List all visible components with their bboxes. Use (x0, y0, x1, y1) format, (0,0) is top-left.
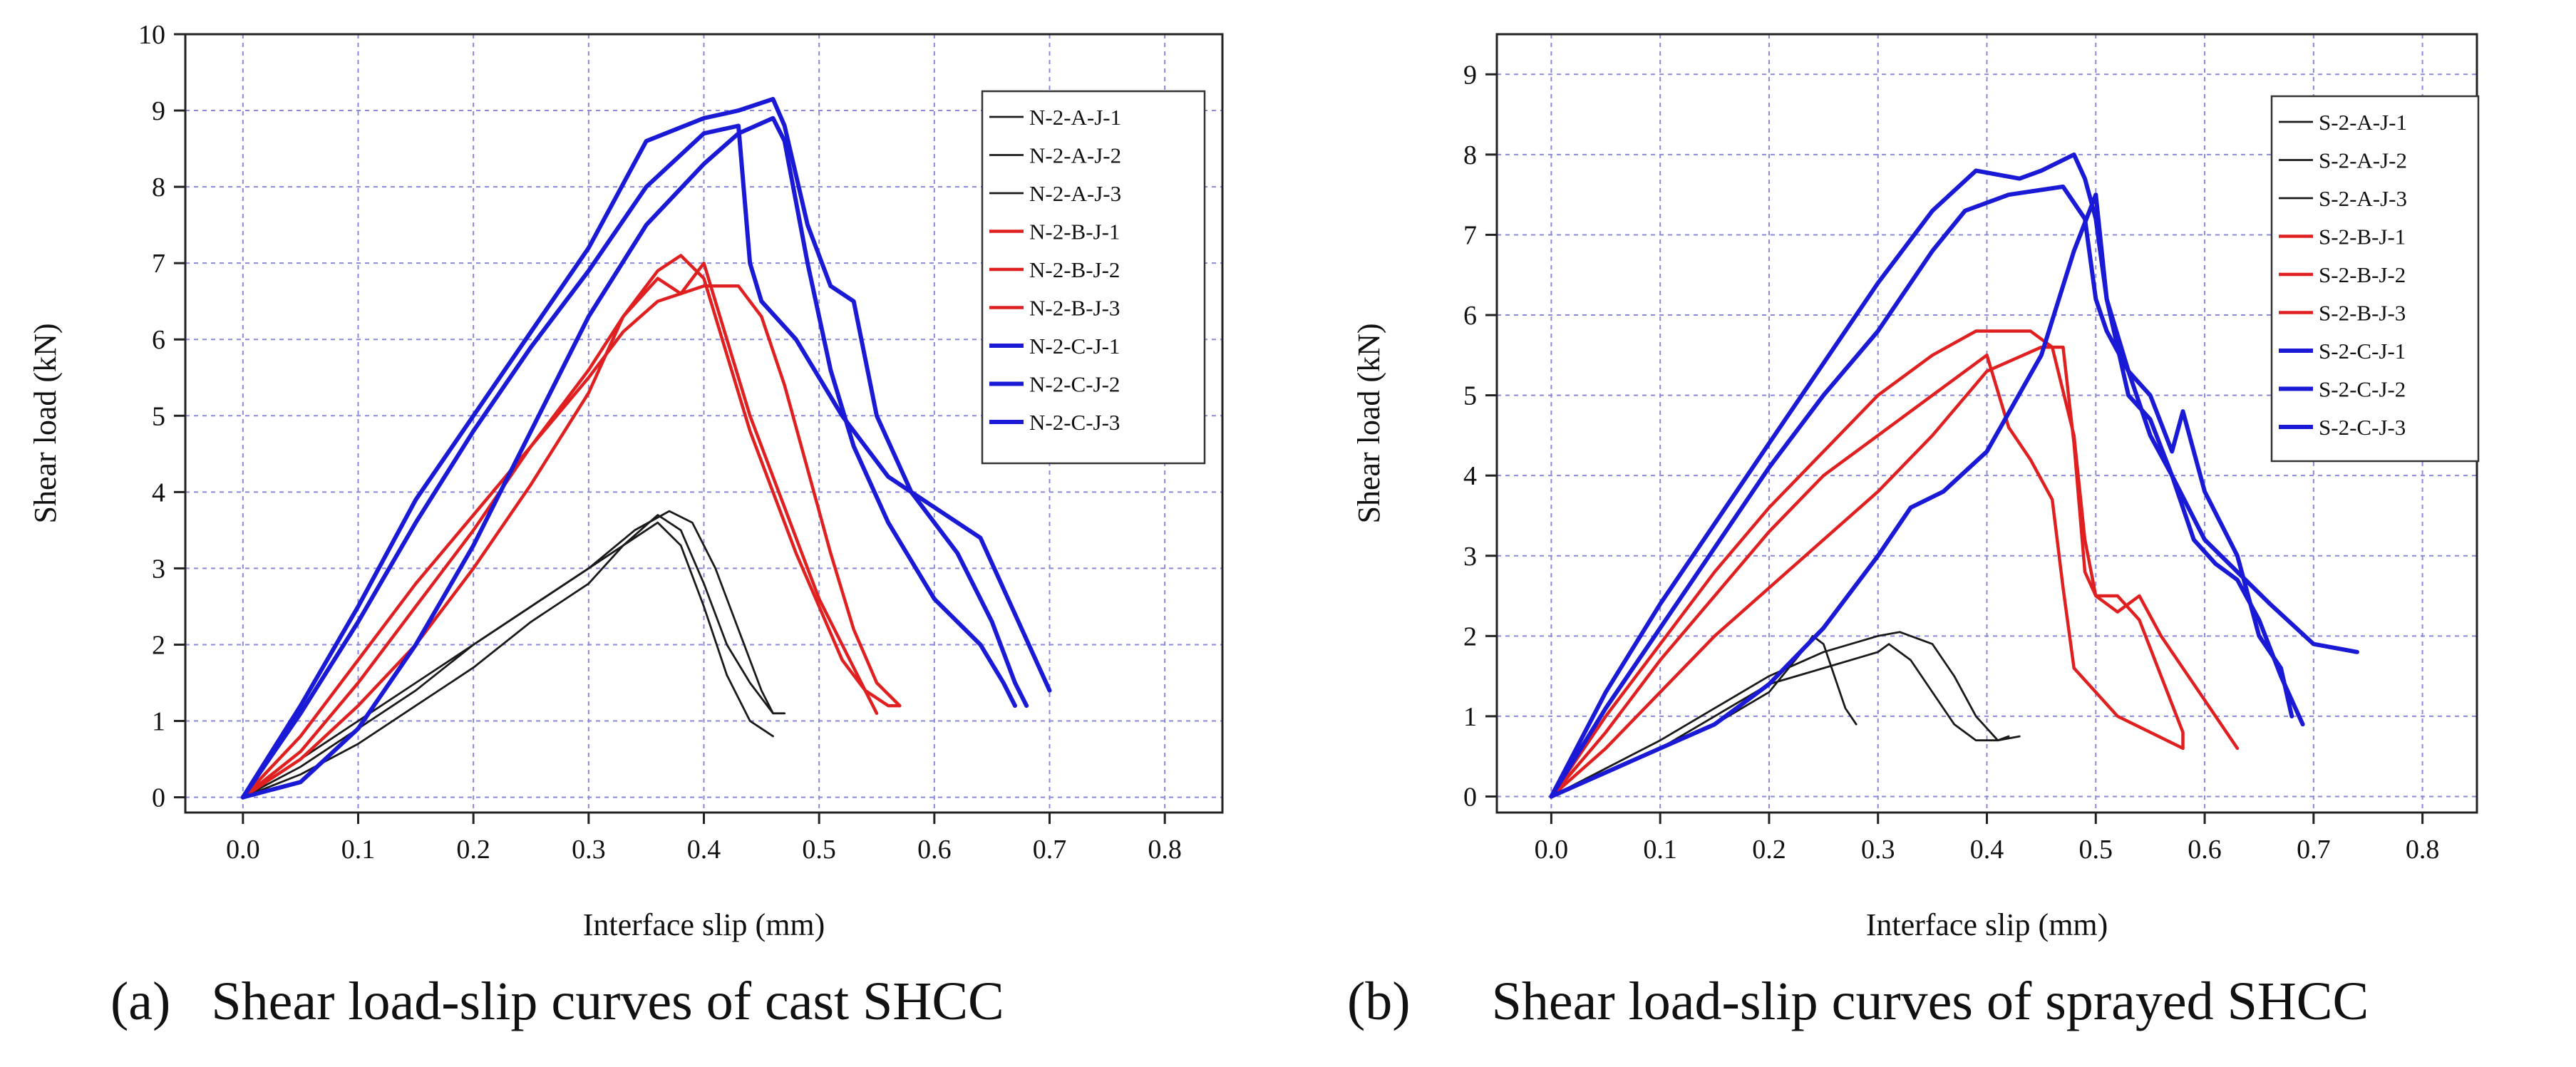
legend-entry: S-2-C-J-1 (2319, 339, 2406, 364)
series-group (240, 97, 1052, 800)
series-line-N-2-A-J-3 (242, 521, 774, 798)
legend-entry: S-2-C-J-3 (2319, 415, 2406, 440)
x-tick-label: 0.4 (1970, 835, 2004, 865)
legend-entry: S-2-C-J-2 (2319, 377, 2406, 402)
y-tick-label: 6 (1463, 301, 1477, 331)
legend: S-2-A-J-1 S-2-A-J-2 S-2-A-J-3 S-2-B-J-1 S-2-… (2270, 95, 2480, 463)
x-tick-label: 0.8 (2406, 835, 2440, 865)
series-line-S-2-A-J-2 (1550, 631, 2021, 798)
chart-panel-a: 0.0 0.1 0.2 0.3 0.4 0.5 0.6 0.7 0.8 0 1 2 3 4 5 6 7 8 9 10 I… (28, 20, 1224, 1031)
x-tick-label: 0.2 (1752, 835, 1786, 865)
series-line-N-2-A-J-2 (242, 510, 774, 798)
y-tick-label: 8 (1463, 140, 1477, 170)
legend-entry: N-2-B-J-1 (1029, 220, 1120, 244)
y-tick-label: 4 (1463, 461, 1477, 491)
x-axis-label: Interface slip (mm) (583, 907, 825, 942)
y-tick-label: 10 (138, 20, 165, 50)
x-tick-label: 0.7 (1033, 835, 1067, 865)
y-tick-label: 0 (152, 783, 165, 813)
chart-panel-b: 0.0 0.1 0.2 0.3 0.4 0.5 0.6 0.7 0.8 0 1 2 3 4 5 6 7 8 9 Int… (1347, 33, 2480, 1031)
y-tick-label: 5 (152, 401, 165, 431)
y-tick-label: 2 (1463, 622, 1477, 651)
x-tick-label: 0.2 (456, 835, 490, 865)
legend-entry: S-2-B-J-3 (2319, 301, 2406, 326)
x-tick-label: 0.5 (2079, 835, 2113, 865)
legend-box (2270, 95, 2480, 463)
x-tick-label: 0.0 (1535, 835, 1569, 865)
legend-entry: N-2-A-J-1 (1029, 105, 1121, 130)
y-tick-label: 0 (1463, 782, 1477, 812)
series-line-N-2-C-J-3 (240, 115, 1017, 800)
series-line-S-2-C-J-2 (1549, 184, 2359, 799)
legend-entry: N-2-B-J-3 (1029, 296, 1120, 321)
x-tick-label: 0.6 (2188, 835, 2222, 865)
legend-box (981, 90, 1206, 465)
series-line-N-2-B-J-1 (241, 254, 902, 799)
y-tick-label: 2 (152, 630, 165, 660)
y-tick-label: 7 (1463, 220, 1477, 250)
y-tick-label: 9 (152, 96, 165, 126)
y-tick-label: 6 (152, 325, 165, 355)
x-axis-label: Interface slip (mm) (1866, 907, 2108, 942)
series-line-S-2-C-J-1 (1549, 152, 2305, 799)
series-line-S-2-C-J-3 (1549, 192, 2294, 799)
figure-caption: (b) Shear load-slip curves of sprayed SH… (1347, 971, 2369, 1031)
y-tick-label: 8 (152, 172, 165, 202)
x-tick-label: 0.3 (572, 835, 606, 865)
y-tick-label: 4 (152, 478, 165, 507)
legend-entry: N-2-C-J-1 (1029, 334, 1120, 359)
x-tick-label: 0.6 (917, 835, 952, 865)
y-tick-label: 7 (152, 249, 165, 279)
y-axis-label: Shear load (kN) (1351, 323, 1386, 523)
legend-entry: S-2-A-J-3 (2319, 186, 2407, 211)
x-tick-label: 0.8 (1148, 835, 1182, 865)
x-tick-label: 0.5 (802, 835, 836, 865)
series-line-N-2-B-J-3 (241, 284, 902, 799)
legend-entry: S-2-B-J-2 (2319, 262, 2406, 287)
series-line-S-2-B-J-3 (1550, 354, 2185, 798)
y-tick-label: 1 (1463, 702, 1477, 732)
series-group (1549, 152, 2359, 799)
legend-entry: N-2-A-J-3 (1029, 181, 1121, 206)
series-line-N-2-C-J-2 (240, 97, 1029, 800)
legend-entry: N-2-C-J-2 (1029, 372, 1120, 397)
legend-entry: S-2-B-J-1 (2319, 225, 2406, 249)
legend-entry: N-2-C-J-3 (1029, 410, 1120, 435)
series-line-N-2-B-J-2 (241, 261, 879, 799)
legend-entry: N-2-A-J-2 (1029, 143, 1121, 168)
legend-entry: S-2-A-J-2 (2319, 148, 2407, 173)
x-tick-label: 0.3 (1861, 835, 1895, 865)
x-tick-label: 0.7 (2297, 835, 2331, 865)
x-tick-label: 0.1 (1643, 835, 1677, 865)
y-axis-label: Shear load (kN) (28, 323, 63, 523)
x-tick-label: 0.1 (341, 835, 376, 865)
legend: N-2-A-J-1 N-2-A-J-2 N-2-A-J-3 N-2-B-J-1 N-2-… (981, 90, 1206, 465)
y-tick-label: 3 (152, 554, 165, 584)
y-tick-label: 1 (152, 707, 165, 737)
x-tick-label: 0.0 (226, 835, 260, 865)
legend-entry: N-2-B-J-2 (1029, 257, 1120, 282)
y-tick-label: 9 (1463, 60, 1477, 90)
series-line-N-2-C-J-1 (240, 123, 1052, 800)
y-tick-label: 3 (1463, 542, 1477, 572)
series-line-S-2-B-J-2 (1550, 345, 2185, 798)
figure-caption: (a) Shear load-slip curves of cast SHCC (110, 971, 1004, 1031)
legend-entry: S-2-A-J-1 (2319, 110, 2407, 135)
y-tick-label: 5 (1463, 381, 1477, 411)
x-tick-label: 0.4 (687, 835, 721, 865)
